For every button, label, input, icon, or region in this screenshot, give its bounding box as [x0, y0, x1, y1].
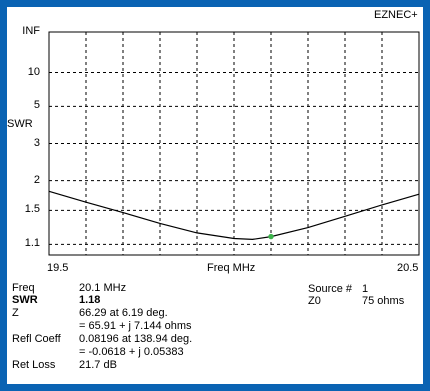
freq-value: 20.1 MHz [79, 282, 127, 294]
y-tick-label: 10 [27, 65, 40, 78]
z-label: Z [12, 307, 19, 319]
source-value: 1 [362, 283, 369, 295]
freq-label: Freq [12, 282, 35, 294]
z0-label: Z0 [308, 295, 321, 307]
swr-chart [48, 31, 420, 256]
swr-label: SWR [12, 294, 38, 306]
y-tick-label: 1.5 [24, 203, 40, 216]
x-tick-label: 20.5 [397, 262, 419, 274]
y-tick-label: 2 [33, 173, 40, 186]
x-tick-label: 19.5 [47, 262, 69, 274]
app-label: EZNEC+ [374, 9, 418, 21]
swr-plot-window: EZNEC+ Freq MHz SWR INF 10 5 3 2 1.5 1.1 19.5 2… [7, 7, 423, 384]
z-value-polar: 66.29 at 6.19 deg. [79, 307, 168, 319]
swr-value: 1.18 [79, 294, 101, 306]
freq-marker [268, 233, 274, 240]
y-tick-label: 3 [33, 136, 40, 149]
y-axis-label: SWR [7, 118, 33, 130]
refl-coeff-rect: = -0.0618 + j 0.05383 [79, 346, 184, 358]
y-tick-label: INF [22, 25, 40, 37]
refl-coeff-label: Refl Coeff [12, 333, 61, 345]
z0-value: 75 ohms [362, 295, 405, 307]
refl-coeff-polar: 0.08196 at 138.94 deg. [79, 333, 193, 345]
y-tick-label: 1.1 [24, 237, 40, 250]
y-tick-label: 5 [33, 99, 40, 112]
z-value-rect: = 65.91 + j 7.144 ohms [79, 320, 192, 332]
source-label: Source # [308, 283, 353, 295]
swr-curve [48, 190, 420, 241]
ret-loss-label: Ret Loss [12, 359, 56, 371]
ret-loss-value: 21.7 dB [79, 359, 117, 371]
x-axis-label: Freq MHz [207, 262, 256, 274]
